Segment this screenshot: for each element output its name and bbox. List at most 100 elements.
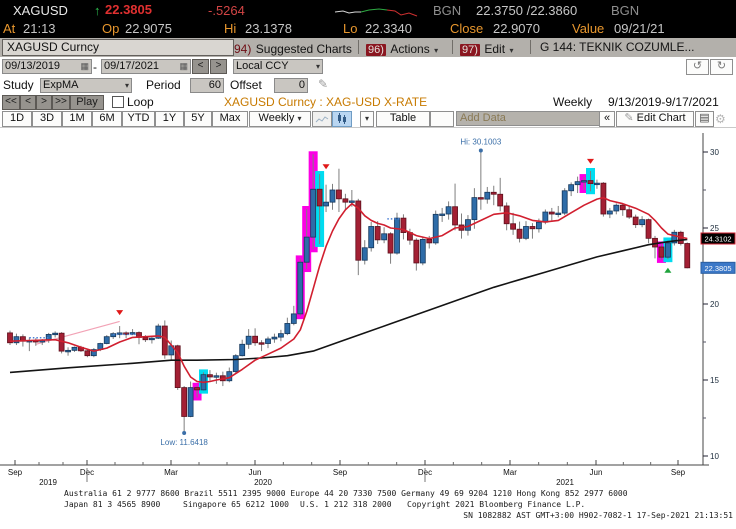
ticker-symbol: XAGUSD: [13, 3, 68, 18]
svg-text:Sep: Sep: [671, 468, 686, 477]
footer-copyright: Copyright 2021 Bloomberg Finance L.P.: [407, 500, 586, 509]
date-dash: -: [93, 60, 97, 74]
menu-97-number: 97): [460, 44, 480, 56]
edit-chart-button[interactable]: ✎ Edit Chart: [616, 111, 694, 127]
start-date-input[interactable]: 09/13/2019 ▦: [2, 59, 92, 74]
date-next-button[interactable]: >: [210, 59, 227, 74]
menu-bar: XAGUSD Curncy 94) Suggested Charts 96) A…: [0, 38, 736, 58]
svg-text:2020: 2020: [254, 478, 272, 487]
pricing-source: BGN: [433, 3, 462, 18]
offset-input[interactable]: 0: [274, 78, 308, 93]
svg-text:20: 20: [710, 300, 719, 309]
range-3d-button[interactable]: 3D: [32, 111, 62, 127]
range-6m-button[interactable]: 6M: [92, 111, 122, 127]
chevron-down-icon: ▾: [434, 46, 439, 55]
open-value: 22.9075: [125, 21, 172, 36]
chevron-down-icon: ▾: [297, 114, 302, 123]
frequency-text: Weekly: [553, 95, 593, 109]
gear-icon[interactable]: ⚙: [715, 112, 726, 126]
price-chart[interactable]: Hi: 30.1003 Low: 11.6418 Sep Dec Mar Jun Sep De…: [0, 127, 736, 492]
tab-security[interactable]: XAGUSD Curncy: [2, 39, 234, 56]
svg-text:10: 10: [710, 452, 719, 461]
chevron-down-icon: ▾: [509, 46, 514, 55]
svg-text:25: 25: [710, 224, 719, 233]
svg-text:Jun: Jun: [590, 468, 603, 477]
menu-suggested-charts[interactable]: 94) Suggested Charts: [234, 42, 352, 56]
date-range-row: 09/13/2019 ▦ - 09/17/2021 ▦ < > Local CC…: [0, 57, 736, 76]
period-input[interactable]: 60: [190, 78, 224, 93]
footer-line1: Australia 61 2 9777 8600 Brazil 5511 239…: [64, 489, 628, 498]
add-data-input[interactable]: Add Data: [456, 111, 600, 126]
range-ytd-button[interactable]: YTD: [122, 111, 155, 127]
menu-94-number: 94): [234, 42, 252, 56]
table-button[interactable]: Table: [376, 111, 430, 127]
line-chart-icon[interactable]: [312, 111, 332, 127]
loop-checkbox[interactable]: [112, 96, 124, 108]
intraday-sparkline: [334, 8, 418, 17]
study-select[interactable]: ExpMA ▾: [40, 78, 132, 93]
divider: [358, 40, 359, 54]
collapse-button[interactable]: «: [599, 111, 615, 127]
currency-select[interactable]: Local CCY ▾: [233, 59, 323, 74]
step-forward-button[interactable]: >: [36, 95, 52, 110]
svg-text:Sep: Sep: [333, 468, 348, 477]
playback-row: << < > >> Play Loop XAGUSD Curncy : XAG-…: [0, 94, 736, 110]
fast-forward-button[interactable]: >>: [52, 95, 70, 110]
svg-text:22.3805: 22.3805: [704, 264, 731, 273]
open-label: Op: [102, 21, 120, 36]
date-prev-button[interactable]: <: [192, 59, 209, 74]
range-5y-button[interactable]: 5Y: [184, 111, 212, 127]
range-max-button[interactable]: Max: [212, 111, 248, 127]
high-label: Hi: [224, 21, 237, 36]
offset-label: Offset: [230, 78, 262, 92]
high-value: 23.1378: [245, 21, 292, 36]
pencil-icon: ✎: [624, 112, 634, 124]
study-row: Study ExpMA ▾ Period 60 Offset 0 ✎: [0, 76, 736, 94]
rewind-button[interactable]: <<: [2, 95, 20, 110]
pencil-icon[interactable]: ✎: [318, 77, 329, 91]
svg-text:15: 15: [710, 376, 719, 385]
at-time: 21:13: [23, 21, 56, 36]
play-button[interactable]: Play: [70, 95, 104, 110]
end-date-input[interactable]: 09/17/2021 ▦: [101, 59, 191, 74]
date-range-text: 9/13/2019-9/17/2021: [608, 95, 719, 109]
footer-serial: SN 1082882 AST GMT+3:00 H902-7082-1 17-S…: [463, 511, 733, 520]
svg-text:Low: 11.6418: Low: 11.6418: [160, 438, 208, 447]
bid-ask: 22.3750 /22.3860: [476, 3, 578, 18]
svg-text:Mar: Mar: [503, 468, 517, 477]
frequency-select[interactable]: Weekly ▾: [249, 111, 311, 127]
blank-button[interactable]: [430, 111, 454, 127]
svg-text:24.3102: 24.3102: [704, 234, 731, 243]
footer-singapore: Singapore 65 6212 1000: [183, 500, 289, 509]
loop-label: Loop: [127, 95, 154, 109]
quote-panel: XAGUSD ↑ 22.3805 -.5264 BGN 22.3750 /22.…: [0, 0, 736, 38]
chevron-down-icon: ▾: [315, 62, 320, 71]
redo-button[interactable]: ↻: [710, 59, 733, 75]
svg-text:Jun: Jun: [249, 468, 262, 477]
footer: Australia 61 2 9777 8600 Brazil 5511 239…: [0, 487, 736, 529]
price-change: -.5264: [208, 3, 245, 18]
close-label: Close: [450, 21, 484, 36]
close-value: 22.9070: [493, 21, 540, 36]
chevron-down-icon: ▾: [124, 81, 129, 90]
chart-settings-icon[interactable]: ▤: [695, 111, 714, 127]
range-1m-button[interactable]: 1M: [62, 111, 92, 127]
undo-button[interactable]: ↺: [686, 59, 709, 75]
menu-actions[interactable]: 96) Actions ▾: [366, 42, 439, 56]
chart-type-dropdown[interactable]: ▾: [360, 111, 374, 127]
range-1y-button[interactable]: 1Y: [155, 111, 184, 127]
svg-text:2021: 2021: [556, 478, 574, 487]
range-1d-button[interactable]: 1D: [2, 111, 32, 127]
divider: [530, 40, 531, 54]
svg-text:30: 30: [710, 148, 719, 157]
pricing-source-2: BGN: [611, 3, 640, 18]
step-back-button[interactable]: <: [20, 95, 36, 110]
menu-edit[interactable]: 97) Edit ▾: [460, 42, 514, 56]
value-date: 09/21/21: [614, 21, 665, 36]
chart-g-title: G 144: TEKNIK COZUMLE...: [540, 40, 695, 54]
up-arrow-icon: ↑: [94, 3, 101, 18]
svg-text:2019: 2019: [39, 478, 57, 487]
value-label: Value: [572, 21, 605, 36]
candlestick-chart-icon[interactable]: [332, 111, 352, 127]
